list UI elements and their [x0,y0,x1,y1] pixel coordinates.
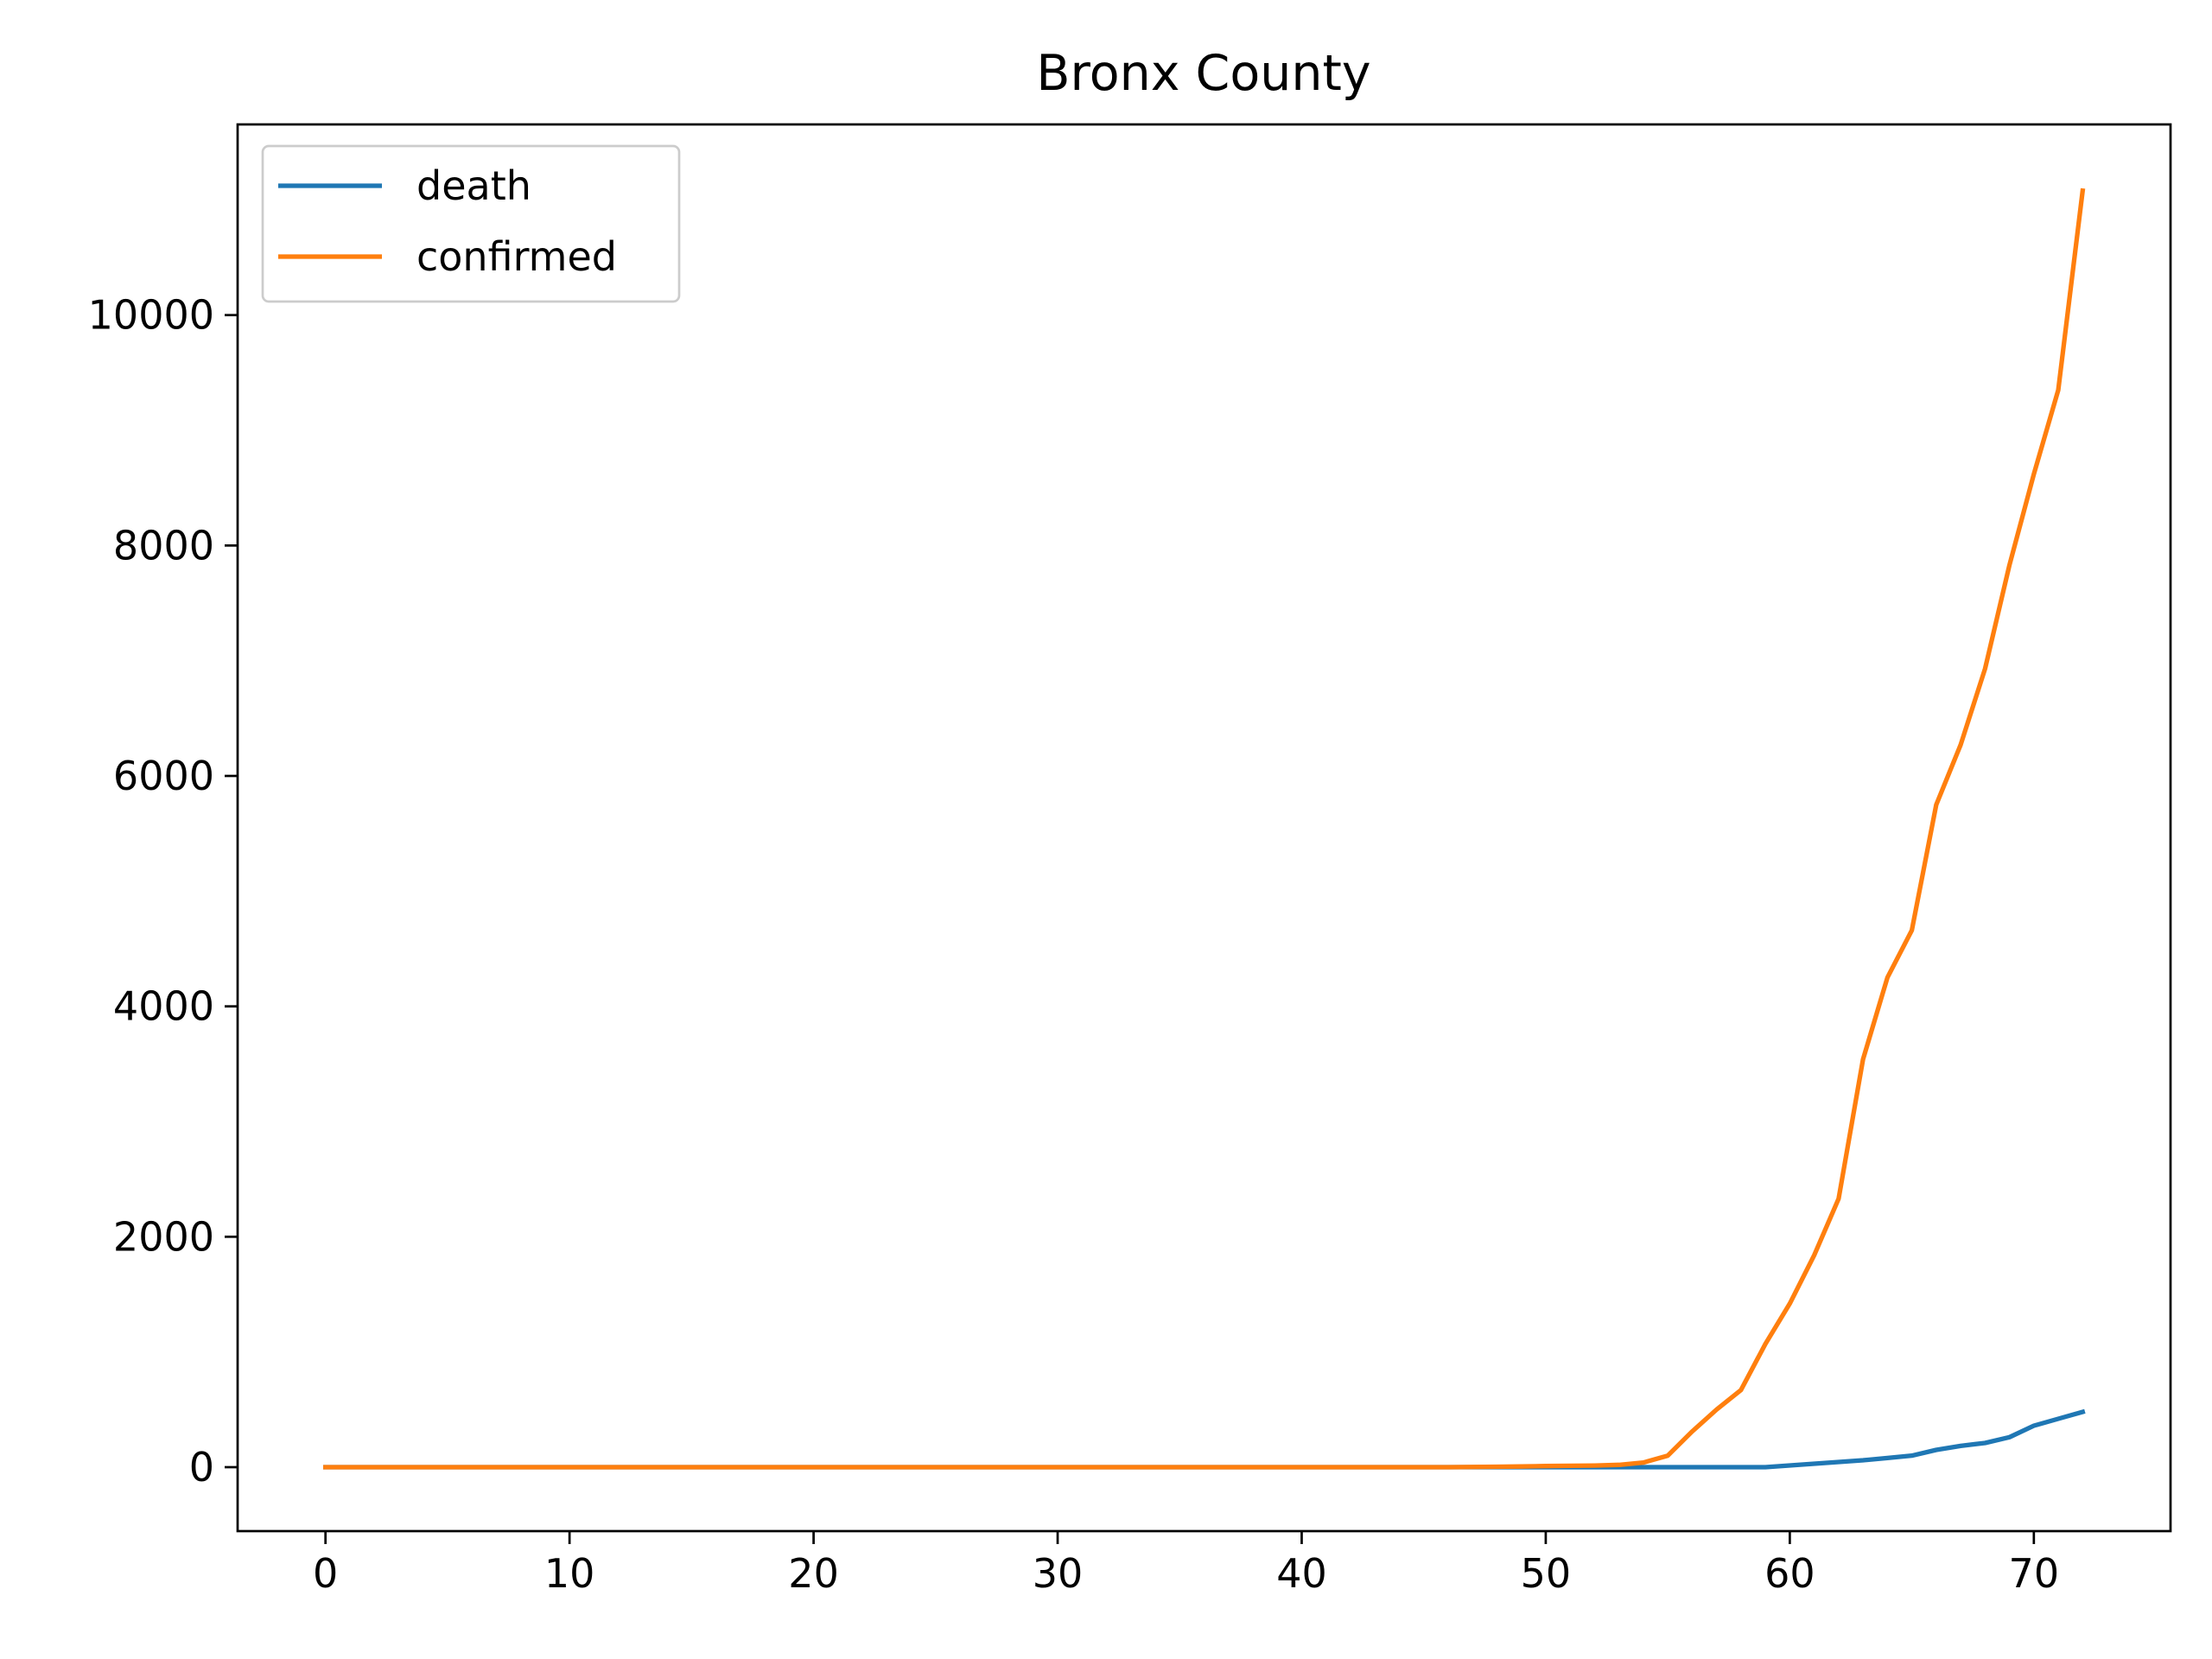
x-tick-label: 30 [1033,1550,1084,1597]
x-tick-label: 0 [313,1550,338,1597]
axes-frame [236,123,2172,1533]
x-tick-label: 50 [1521,1550,1572,1597]
y-tick-label: 4000 [113,983,214,1030]
series-line-confirmed [323,188,2086,1470]
y-tick-label: 8000 [113,522,214,569]
chart-title: Bronx County [1036,45,1370,102]
legend-label-death: death [416,162,531,209]
x-tick-label: 60 [1764,1550,1815,1597]
x-tick-label: 20 [788,1550,839,1597]
x-tick-label: 40 [1276,1550,1327,1597]
x-tick-label: 70 [2009,1550,2060,1597]
plot-area: 0 10 20 30 40 50 60 70 0 2000 4000 6000 8000 10000 dea… [88,123,2172,1597]
y-tick-label: 0 [189,1444,214,1491]
legend-label-confirmed: confirmed [416,233,617,280]
y-tick-label: 10000 [88,292,214,339]
y-tick-label: 6000 [113,753,214,799]
x-tick-label: 10 [544,1550,595,1597]
y-tick-label: 2000 [113,1213,214,1260]
